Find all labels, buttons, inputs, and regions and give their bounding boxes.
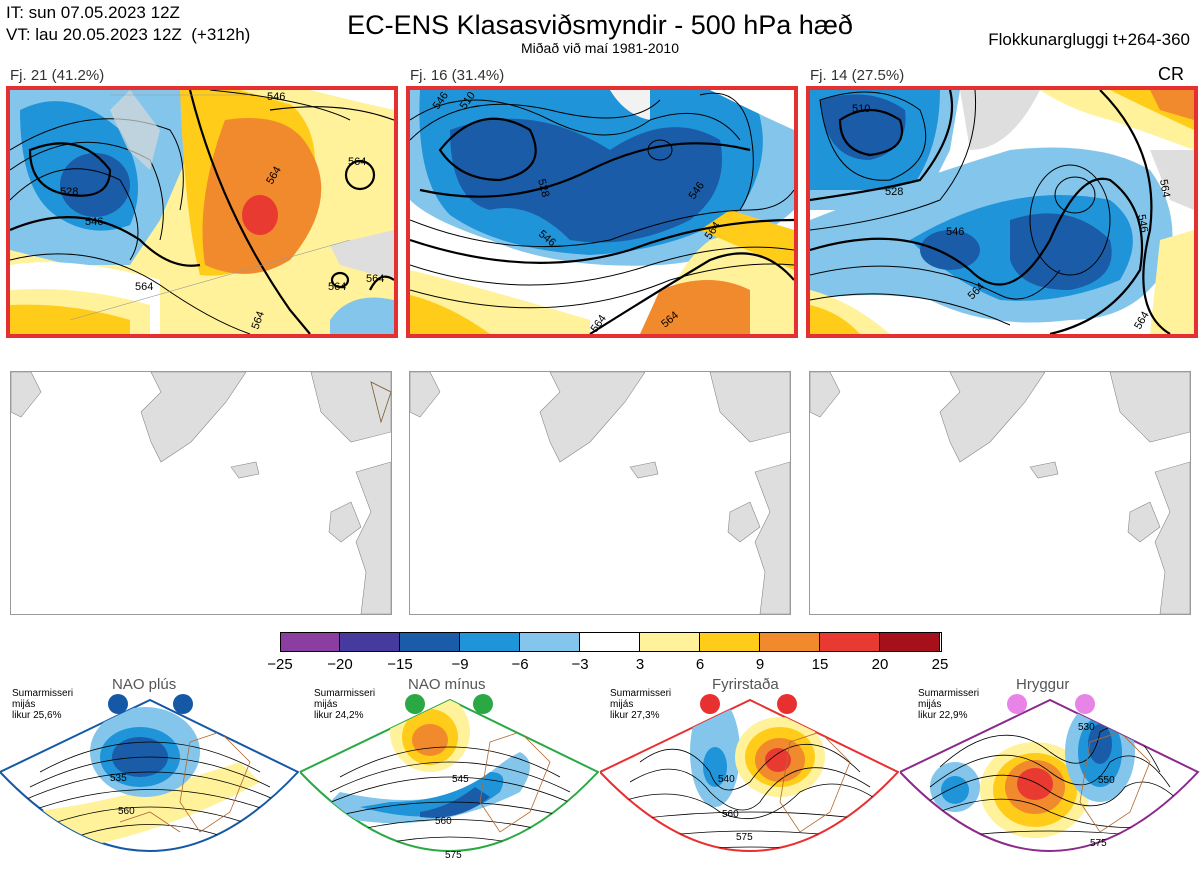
regime-contour-label: 540 — [718, 774, 735, 785]
cluster-window: Flokkunargluggi t+264-360 — [988, 30, 1190, 49]
cluster-3-contour-label-6: 564 — [1157, 178, 1172, 198]
cluster-1-contour-label-5: 564 — [348, 156, 366, 168]
cluster-3-label: Fj. 14 (27.5%) — [810, 67, 905, 84]
initial-time: IT: sun 07.05.2023 12Z — [6, 3, 180, 22]
regime-marker — [473, 694, 493, 714]
cluster-3-contour-label-5: 546 — [1135, 213, 1150, 233]
regime-marker — [173, 694, 193, 714]
regime-note: Sumarmisseri mijás likur 24,2% — [314, 688, 376, 721]
regime-note: Sumarmisseri mijás likur 25,6% — [12, 688, 74, 721]
regime-marker — [700, 694, 720, 714]
colorbar — [280, 632, 942, 652]
colorbar-tick: 20 — [871, 656, 889, 673]
regime-blocking: 540 560 575 Fyrirstaða Sumarmisseri mijá… — [600, 672, 900, 872]
regime-contour-label: 530 — [1078, 722, 1095, 733]
colorbar-segment — [580, 632, 640, 652]
regime-title: Fyrirstaða — [712, 676, 779, 693]
regime-contour-label: 560 — [722, 809, 739, 820]
cluster-3-map: 510 528 546 564 546 564 564 — [806, 86, 1198, 338]
colorbar-segment — [280, 632, 340, 652]
cluster-2-label: Fj. 16 (31.4%) — [410, 67, 505, 84]
regime-nao-minus: 545 560 575 NAO mínus Sumarmisseri mijás… — [300, 672, 600, 872]
cluster-1-label: Fj. 21 (41.2%) — [10, 67, 105, 84]
cluster-1-contour-label-7: 564 — [328, 281, 346, 293]
colorbar-tick: −3 — [571, 656, 589, 673]
regime-contour-label: 575 — [1090, 838, 1107, 849]
regime-contour-label: 575 — [736, 832, 753, 843]
regime-ridge: 530 550 575 Hryggur Sumarmisseri mijás l… — [900, 672, 1200, 872]
map-panel-3 — [809, 371, 1191, 615]
colorbar-tick: −6 — [511, 656, 529, 673]
cluster-2-contour-label-3: 528 — [535, 178, 551, 199]
regime-marker — [1007, 694, 1027, 714]
regime-contour-label: 545 — [452, 774, 469, 785]
colorbar-segment — [700, 632, 760, 652]
regime-contour-label: 560 — [118, 806, 135, 817]
colorbar-segment — [460, 632, 520, 652]
cluster-1-map: 546 528 546 564 564 564 564 564 564 — [6, 86, 398, 338]
regime-title: Hryggur — [1016, 676, 1070, 693]
map-panel-2 — [409, 371, 791, 615]
colorbar-tick: 15 — [811, 656, 829, 673]
colorbar-segment — [640, 632, 700, 652]
regime-contour-label: 550 — [1098, 775, 1115, 786]
colorbar-segment — [760, 632, 820, 652]
colorbar-tick: 6 — [695, 656, 705, 673]
colorbar-tick: 25 — [931, 656, 949, 673]
colorbar-tick: −9 — [451, 656, 469, 673]
colorbar-tick: −20 — [327, 656, 353, 673]
colorbar-frame — [280, 632, 942, 652]
regime-title: NAO plús — [112, 676, 177, 693]
colorbar-segment — [880, 632, 940, 652]
regime-contour-label: 560 — [435, 816, 452, 827]
cluster-1-contour-label-9: 564 — [250, 310, 268, 331]
colorbar-segment — [340, 632, 400, 652]
regime-note: Sumarmisseri mijás likur 22,9% — [918, 688, 980, 721]
cluster-3-contour-label-2: 528 — [885, 186, 903, 198]
cr-label: CR — [1158, 64, 1184, 84]
cluster-1-contour-label-8: 564 — [366, 273, 384, 285]
cluster-1-contour-label-3: 546 — [85, 216, 103, 228]
map-panel-1 — [10, 371, 392, 615]
regime-nao-plus: 535 560 NAO plús Sumarmisseri mijás liku… — [0, 672, 300, 872]
cluster-2-map: 546 510 528 546 546 564 564 564 — [406, 86, 798, 338]
valid-time: VT: lau 20.05.2023 12Z (+312h) — [6, 25, 251, 44]
header-times: IT: sun 07.05.2023 12Z VT: lau 20.05.202… — [6, 2, 250, 46]
colorbar-tick: 3 — [635, 656, 645, 673]
colorbar-segment — [820, 632, 880, 652]
page-subtitle: Miðað við maí 1981-2010 — [521, 40, 679, 56]
cluster-1-contour-label-1: 546 — [267, 91, 285, 103]
regime-marker — [1075, 694, 1095, 714]
regime-marker — [108, 694, 128, 714]
cluster-3-contour-label-3: 546 — [946, 226, 964, 238]
cluster-1-contour-label-2: 528 — [60, 186, 78, 198]
colorbar-tick: 9 — [755, 656, 765, 673]
regime-title: NAO mínus — [408, 676, 486, 693]
colorbar-tick: −25 — [267, 656, 293, 673]
regime-contour-label: 535 — [110, 773, 127, 784]
colorbar-segment — [520, 632, 580, 652]
cluster-1-contour-label-6: 564 — [135, 281, 153, 293]
page-title: EC-ENS Klasasviðsmyndir - 500 hPa hæð — [347, 10, 853, 40]
colorbar-segment — [400, 632, 460, 652]
regime-contour-label: 575 — [445, 850, 462, 861]
cluster-3-contour-label-1: 510 — [852, 103, 870, 115]
colorbar-tick: −15 — [387, 656, 413, 673]
regime-note: Sumarmisseri mijás likur 27,3% — [610, 688, 672, 721]
regime-marker — [777, 694, 797, 714]
regime-marker — [405, 694, 425, 714]
